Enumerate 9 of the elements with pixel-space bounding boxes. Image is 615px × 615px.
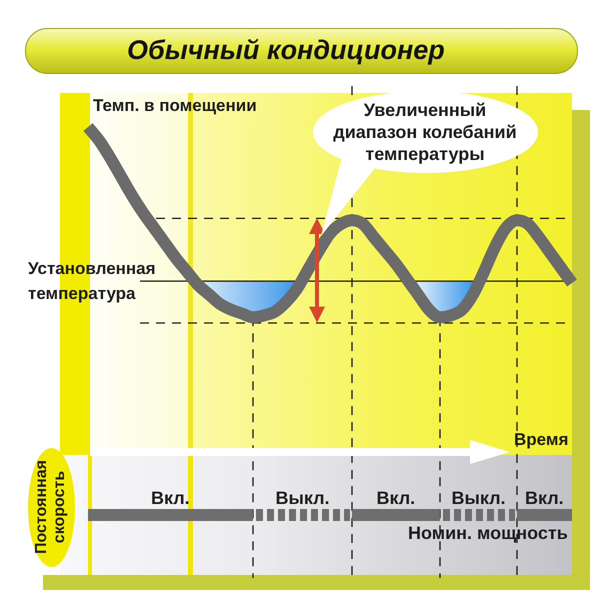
annotation: Увеличенный диапазон колебаний температуры — [332, 99, 518, 165]
text: Вкл. — [376, 488, 416, 509]
text: Номин. мощность — [408, 523, 568, 544]
text: Постоянная скорость — [33, 458, 69, 556]
text: Вкл. — [525, 488, 564, 509]
x-axis-title: Время — [514, 430, 568, 450]
text: Выкл. — [276, 488, 330, 509]
chart-title: Обычный кондиционер — [127, 35, 445, 66]
text: Выкл. — [452, 488, 506, 509]
